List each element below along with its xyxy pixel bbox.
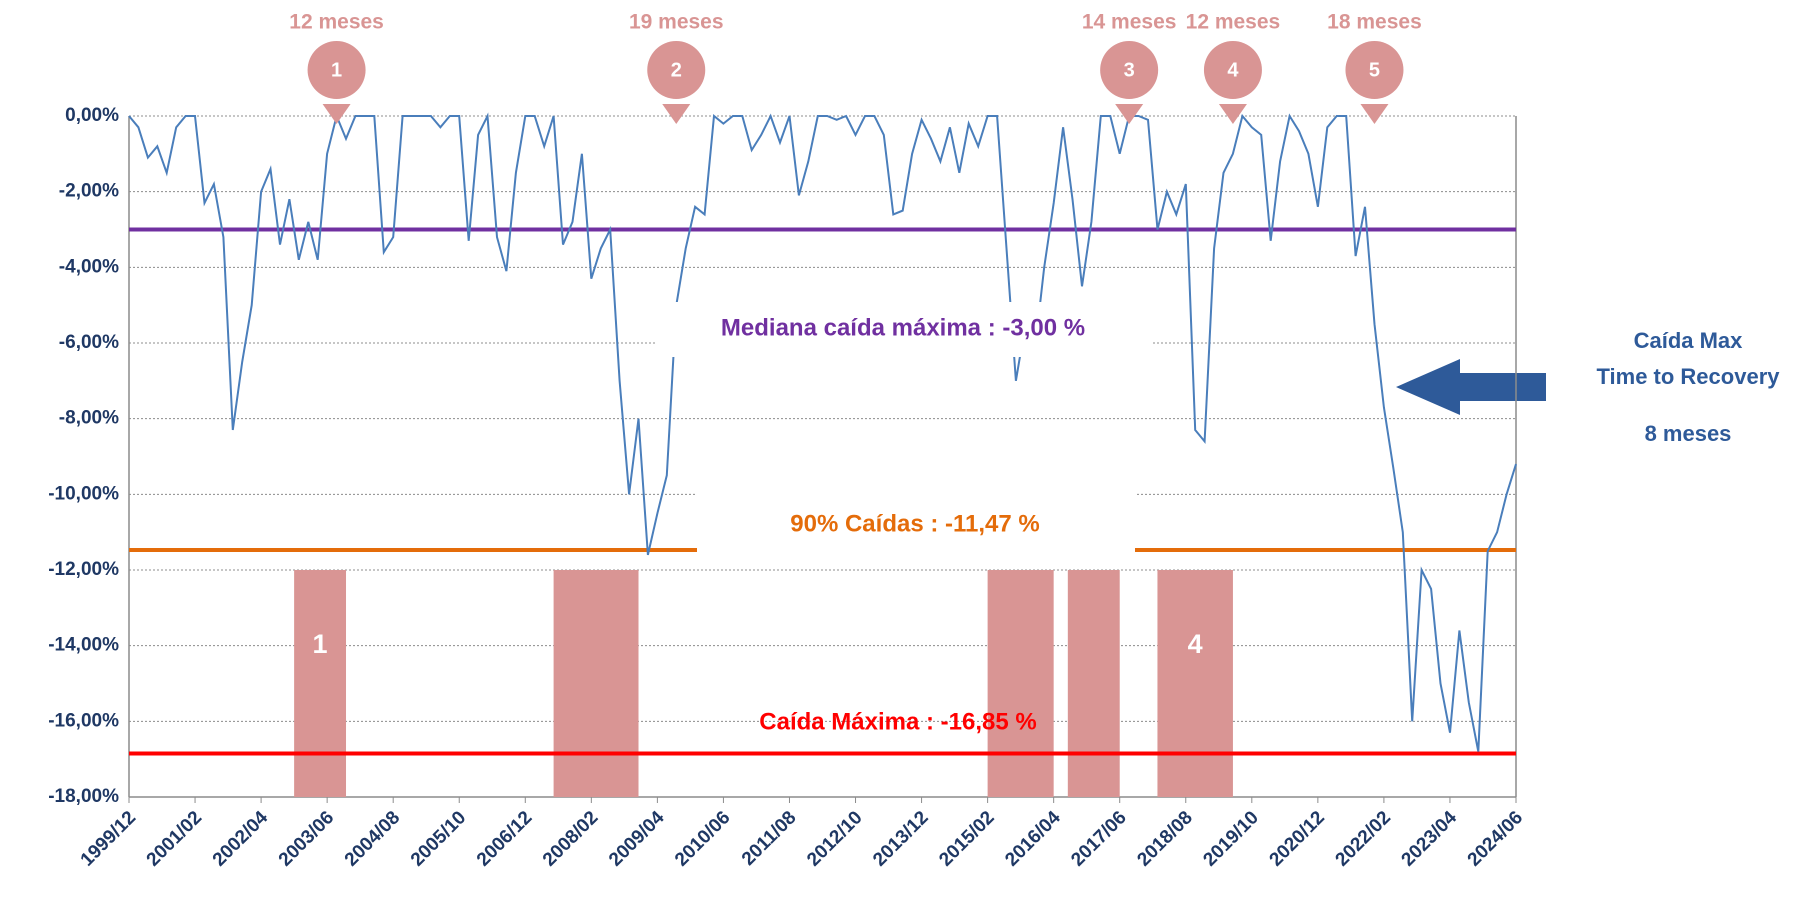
x-tick-label: 2023/04	[1398, 807, 1462, 871]
recovery-number: 3	[1124, 59, 1135, 81]
y-tick-label: -18,00%	[48, 786, 119, 807]
label-box	[697, 484, 1135, 554]
x-tick-label: 2002/04	[209, 807, 273, 871]
recovery-number: 5	[1369, 59, 1380, 81]
drawdown-period	[553, 570, 639, 797]
x-tick-label: 2017/06	[1067, 807, 1130, 870]
y-tick-label: -10,00%	[48, 483, 119, 504]
reference-label: Mediana caída máxima : -3,00 %	[721, 314, 1085, 341]
x-tick-label: 1999/12	[77, 807, 140, 870]
reference-label: Caída Máxima : -16,85 %	[759, 708, 1036, 735]
recovery-badge	[1203, 41, 1262, 99]
annotation-text: Caída Max	[1634, 328, 1744, 353]
recovery-badge	[647, 41, 706, 99]
x-tick-label: 2015/02	[935, 807, 998, 870]
x-tick-label: 2018/08	[1133, 807, 1196, 870]
x-tick-label: 2001/02	[143, 807, 206, 870]
recovery-duration: 19 meses	[629, 11, 724, 34]
period-label: 1	[313, 629, 328, 659]
x-tick-label: 2011/08	[738, 807, 801, 870]
recovery-duration: 18 meses	[1327, 11, 1422, 34]
recovery-pointer	[1360, 104, 1389, 124]
recovery-pointer	[1115, 104, 1144, 124]
x-tick-label: 2005/10	[407, 807, 470, 870]
drawdown-period	[987, 570, 1054, 797]
annotation-text: 8 meses	[1645, 421, 1732, 446]
y-tick-label: -16,00%	[48, 710, 119, 731]
y-tick-label: 0,00%	[65, 105, 119, 126]
recovery-duration: 12 meses	[289, 11, 384, 34]
recovery-badge	[1100, 41, 1159, 99]
x-tick-label: 2019/10	[1199, 807, 1262, 870]
drawdown-period	[294, 570, 347, 797]
recovery-pointer	[322, 104, 351, 124]
recovery-badge	[307, 41, 366, 99]
reference-label: 90% Caídas : -11,47 %	[790, 510, 1039, 537]
y-tick-label: -14,00%	[48, 635, 119, 656]
recovery-number: 4	[1227, 59, 1239, 81]
recovery-pointer	[1218, 104, 1247, 124]
x-tick-label: 2010/06	[671, 807, 734, 870]
drawdown-period	[1067, 570, 1120, 797]
x-tick-label: 2004/08	[341, 807, 404, 870]
recovery-number: 1	[331, 59, 342, 81]
y-tick-label: -6,00%	[59, 332, 119, 353]
recovery-duration: 12 meses	[1186, 11, 1281, 34]
recovery-number: 2	[671, 59, 682, 81]
drawdown-period	[1157, 570, 1233, 797]
recovery-arrow	[1396, 359, 1546, 415]
recovery-pointer	[662, 104, 691, 124]
drawdown-line	[128, 112, 1517, 752]
x-tick-label: 2022/02	[1332, 807, 1395, 870]
label-box	[657, 302, 1152, 357]
y-tick-label: -12,00%	[48, 559, 119, 580]
x-tick-label: 2012/10	[803, 807, 866, 870]
x-tick-label: 2008/02	[539, 807, 602, 870]
y-tick-label: -4,00%	[59, 256, 119, 277]
y-tick-label: -2,00%	[59, 181, 119, 202]
x-tick-label: 2020/12	[1266, 807, 1329, 870]
x-tick-label: 2024/06	[1464, 807, 1527, 870]
recovery-duration: 14 meses	[1082, 11, 1177, 34]
annotation-text: Time to Recovery	[1596, 364, 1780, 389]
recovery-badge	[1345, 41, 1404, 99]
y-tick-label: -8,00%	[59, 408, 119, 429]
period-label: 4	[1188, 629, 1203, 659]
x-tick-label: 2009/04	[605, 807, 669, 871]
x-tick-label: 2016/04	[1001, 807, 1065, 871]
x-tick-label: 2013/12	[869, 807, 932, 870]
x-tick-label: 2003/06	[275, 807, 338, 870]
x-tick-label: 2006/12	[473, 807, 536, 870]
